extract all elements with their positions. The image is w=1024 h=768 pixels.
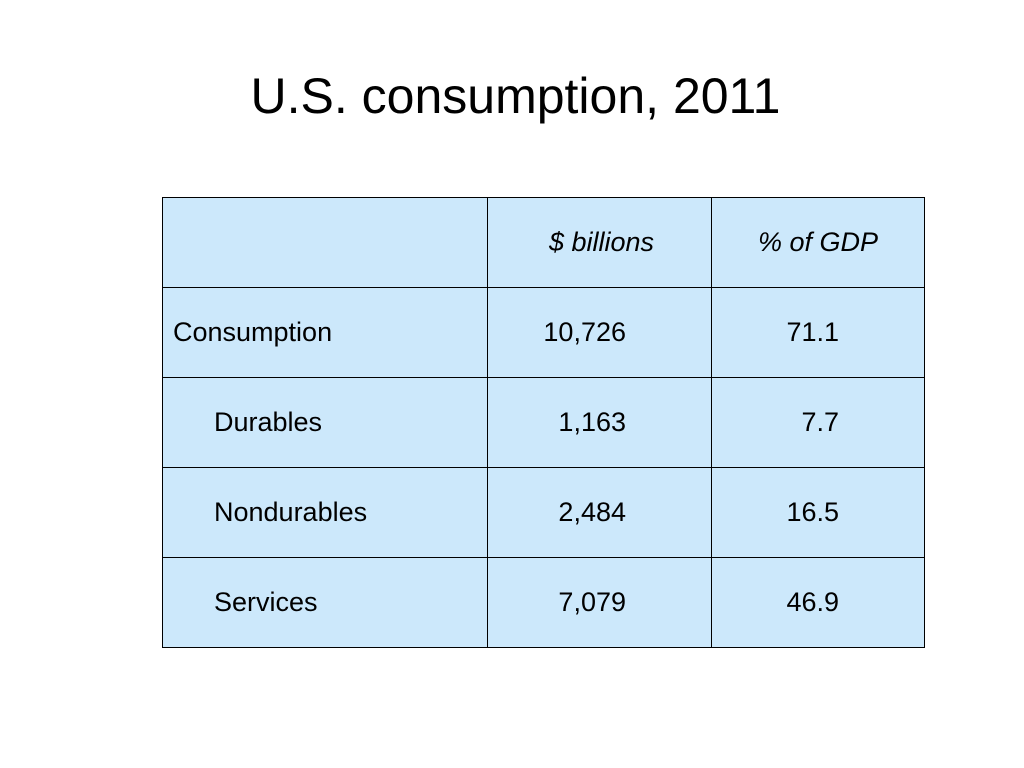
cell-pct-gdp: 71.1: [711, 287, 925, 378]
header-cell-empty: [162, 197, 488, 288]
row-label-consumption: Consumption: [162, 287, 488, 378]
cell-billions: 7,079: [487, 557, 712, 648]
cell-pct-gdp: 7.7: [711, 377, 925, 468]
row-label-durables: Durables: [162, 377, 488, 468]
table-row: Nondurables 2,484 16.5: [162, 467, 925, 558]
cell-billions: 10,726: [487, 287, 712, 378]
cell-pct-gdp: 16.5: [711, 467, 925, 558]
cell-billions: 1,163: [487, 377, 712, 468]
row-label-nondurables: Nondurables: [162, 467, 488, 558]
table-row: Durables 1,163 7.7: [162, 377, 925, 468]
table-header-row: $ billions % of GDP: [162, 197, 925, 288]
row-label-services: Services: [162, 557, 488, 648]
cell-billions: 2,484: [487, 467, 712, 558]
consumption-table: $ billions % of GDP Consumption 10,726 7…: [162, 197, 925, 648]
table-row: Consumption 10,726 71.1: [162, 287, 925, 378]
header-cell-pct-gdp: % of GDP: [711, 197, 925, 288]
header-cell-billions: $ billions: [487, 197, 712, 288]
cell-pct-gdp: 46.9: [711, 557, 925, 648]
table-row: Services 7,079 46.9: [162, 557, 925, 648]
slide-title: U.S. consumption, 2011: [250, 68, 781, 124]
